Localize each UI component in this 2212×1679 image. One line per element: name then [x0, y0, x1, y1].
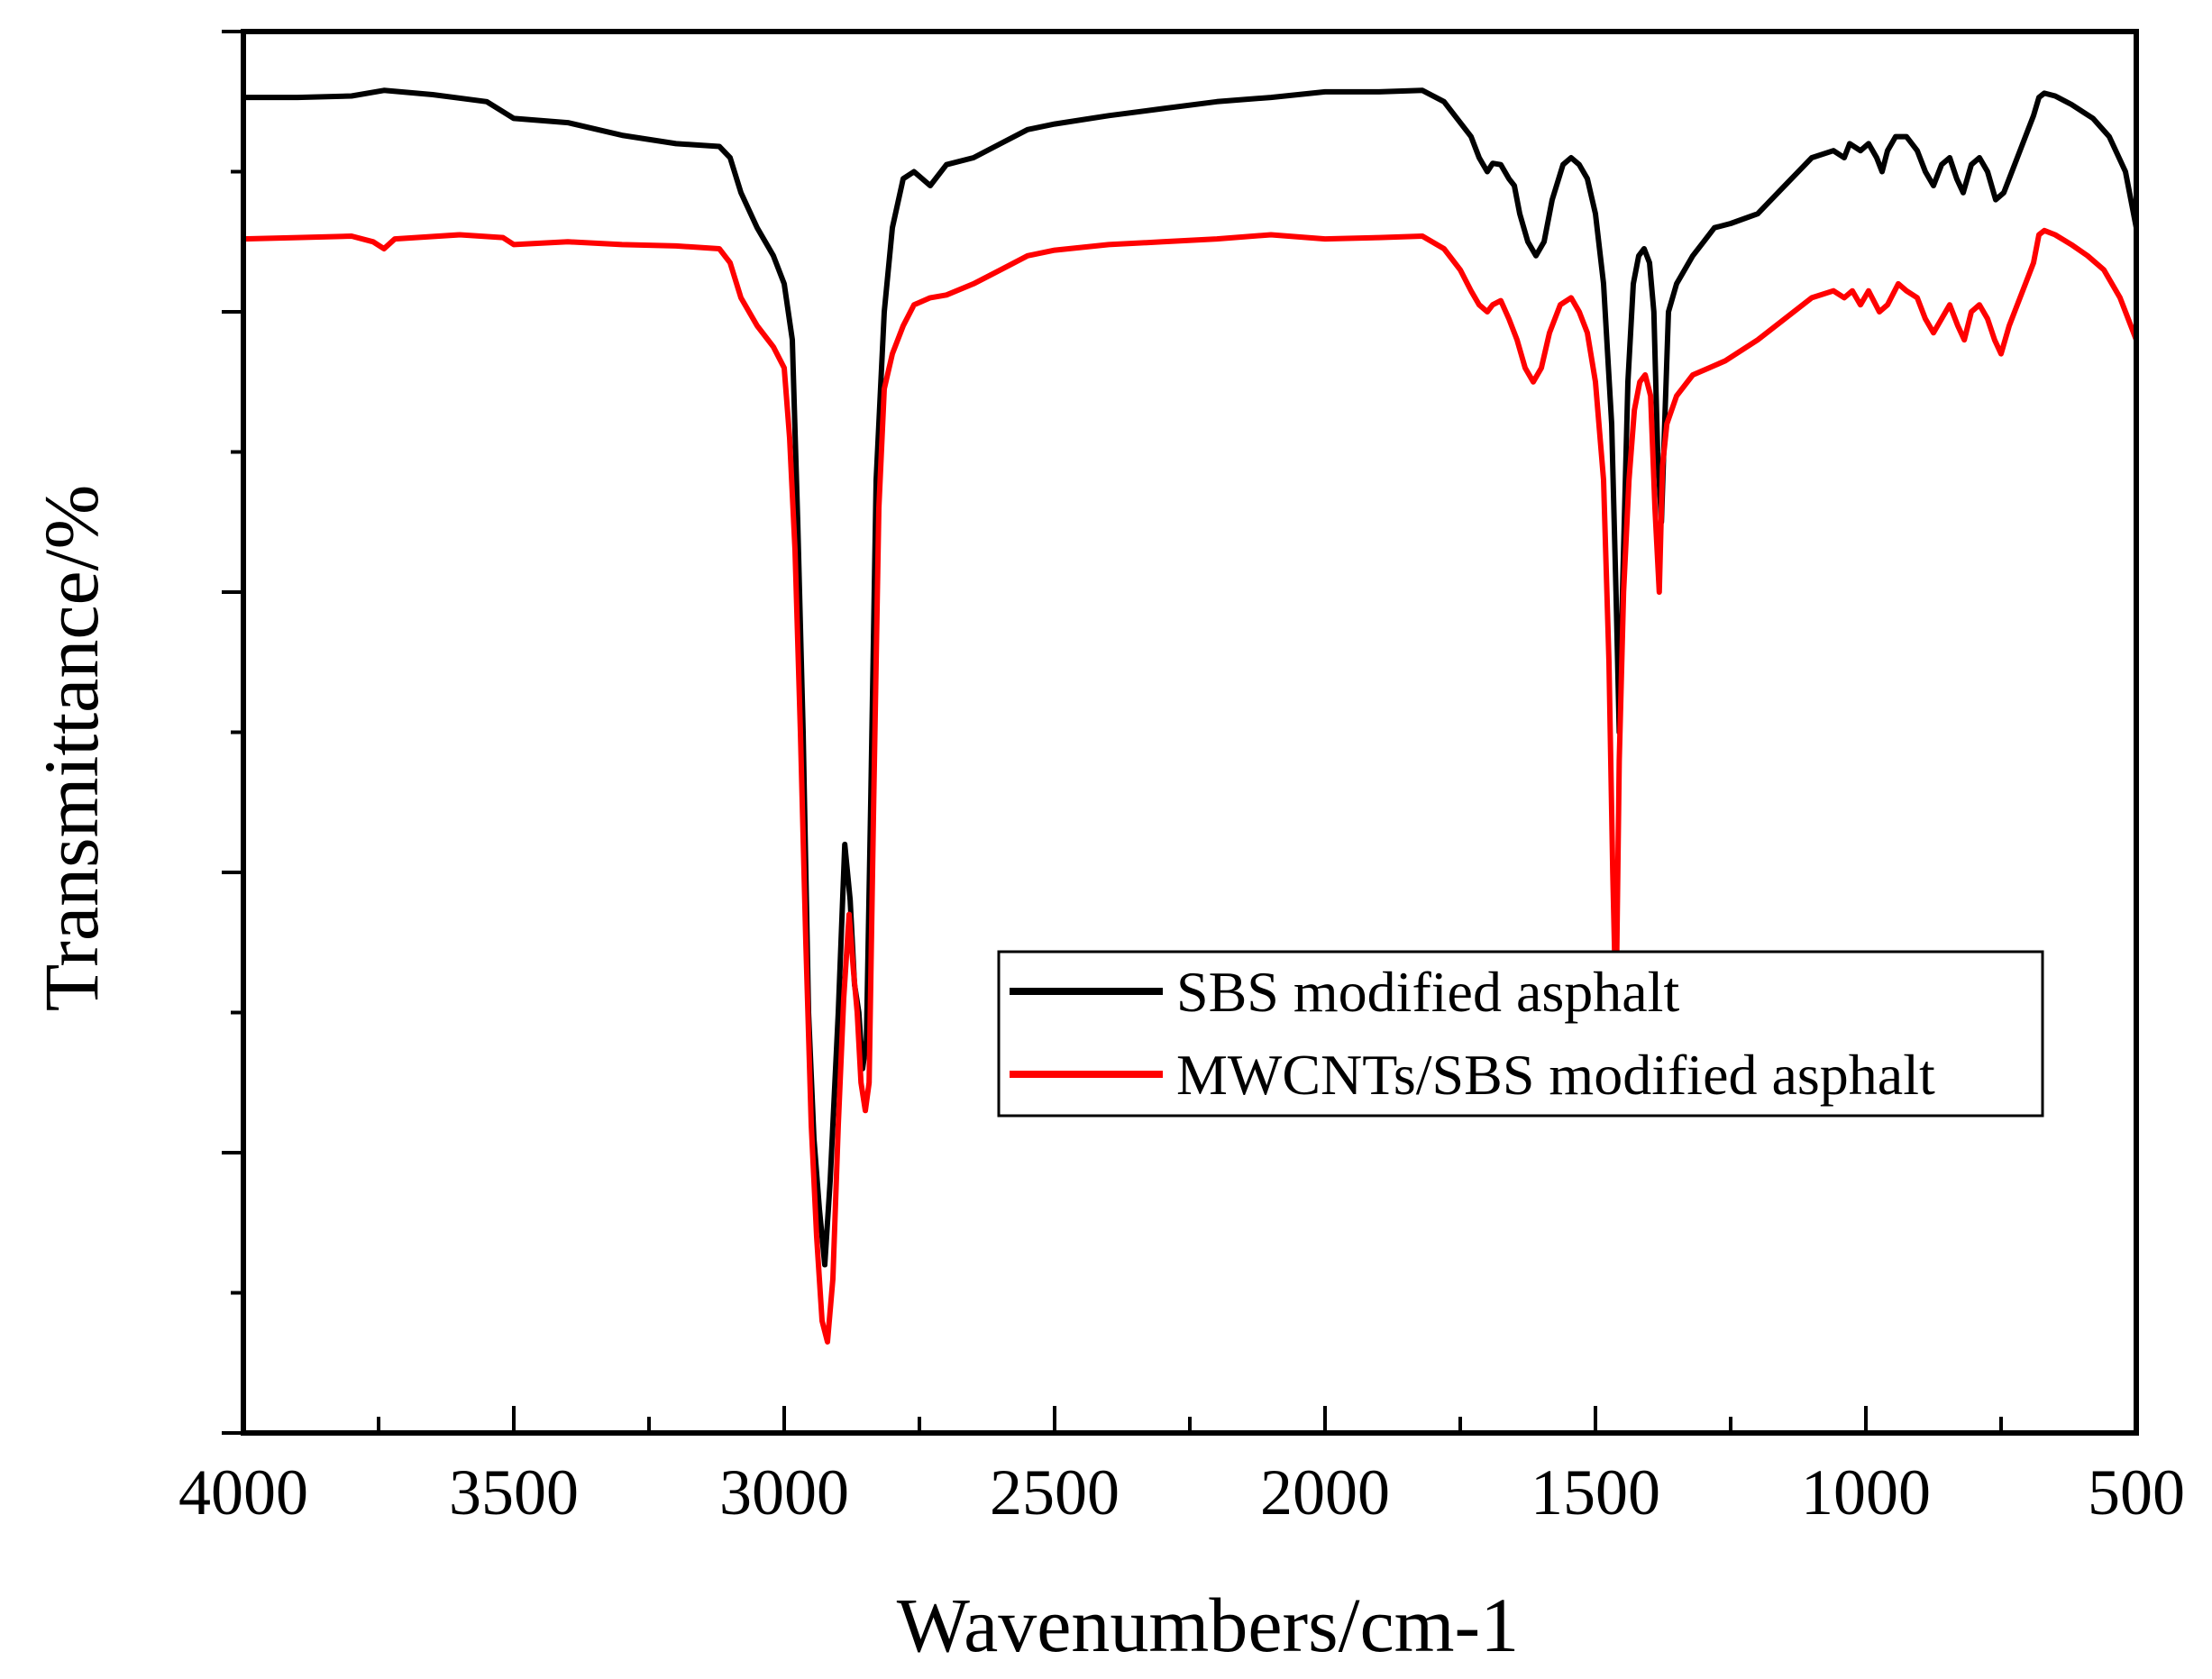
plot-area: [222, 29, 2139, 1436]
series-layer: [242, 87, 2139, 1345]
legend-box: [997, 950, 2044, 1118]
x-tick-label: 3500: [449, 1456, 579, 1528]
x-tick-label: 3000: [719, 1456, 849, 1528]
ticks-layer: [222, 30, 2138, 1435]
x-tick-labels: 4000 3500 3000 2500 2000 1500 1000 500: [178, 1456, 2185, 1528]
legend-label-sbs: SBS modified asphalt: [1176, 960, 1679, 1024]
x-tick-label: 1000: [1801, 1456, 1931, 1528]
y-axis-title: Transmittance/%: [28, 485, 114, 1011]
x-tick-label: 1500: [1531, 1456, 1660, 1528]
x-tick-label: 4000: [178, 1456, 308, 1528]
x-axis-title: Wavenumbers/cm-1: [897, 1582, 1519, 1668]
x-tick-label: 500: [2088, 1456, 2185, 1528]
legend: SBS modified asphalt MWCNTs/SBS modified…: [997, 950, 2044, 1118]
x-tick-label: 2500: [990, 1456, 1120, 1528]
series-line-0: [243, 87, 2139, 1268]
legend-label-mwcnts: MWCNTs/SBS modified asphalt: [1176, 1043, 1935, 1107]
series-line-1: [242, 227, 2139, 1345]
x-tick-label: 2000: [1260, 1456, 1390, 1528]
